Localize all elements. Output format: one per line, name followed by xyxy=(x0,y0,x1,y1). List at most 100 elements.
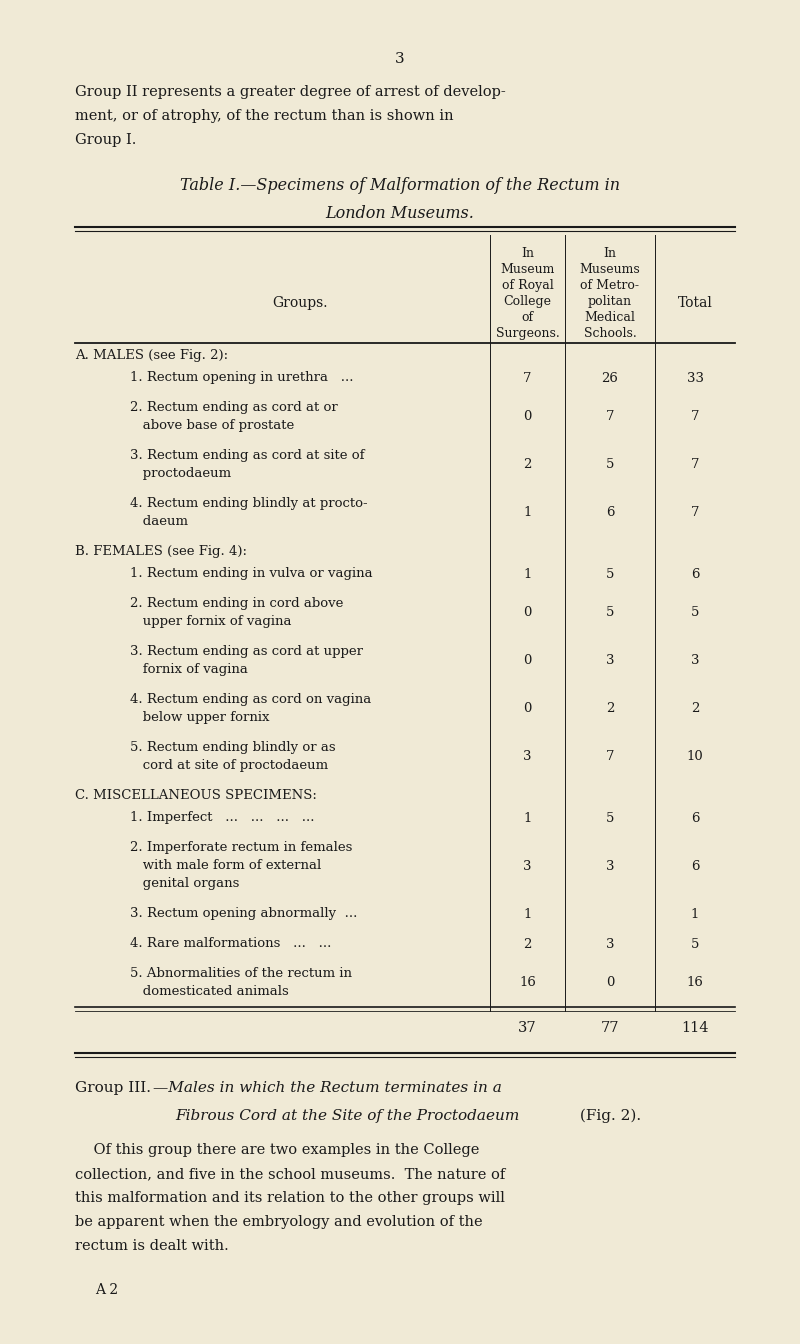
Text: 0: 0 xyxy=(606,977,614,989)
Text: 0: 0 xyxy=(523,703,532,715)
Text: 3: 3 xyxy=(523,750,532,763)
Text: genital organs: genital organs xyxy=(130,878,239,890)
Text: rectum is dealt with.: rectum is dealt with. xyxy=(75,1239,229,1253)
Text: 6: 6 xyxy=(690,812,699,824)
Text: politan: politan xyxy=(588,294,632,308)
Text: 1: 1 xyxy=(523,907,532,921)
Text: be apparent when the embryology and evolution of the: be apparent when the embryology and evol… xyxy=(75,1215,482,1228)
Text: 2: 2 xyxy=(523,938,532,950)
Text: of Royal: of Royal xyxy=(502,280,554,292)
Text: 4. Rare malformations   ...   ...: 4. Rare malformations ... ... xyxy=(130,937,331,950)
Text: 2: 2 xyxy=(606,703,614,715)
Text: Fibrous Cord at the Site of the Proctodaeum: Fibrous Cord at the Site of the Proctoda… xyxy=(175,1109,519,1124)
Text: 3: 3 xyxy=(523,860,532,872)
Text: 5: 5 xyxy=(606,812,614,824)
Text: 7: 7 xyxy=(690,507,699,520)
Text: 16: 16 xyxy=(519,977,536,989)
Text: 3: 3 xyxy=(606,938,614,950)
Text: 5: 5 xyxy=(606,458,614,472)
Text: 5: 5 xyxy=(691,938,699,950)
Text: 5. Rectum ending blindly or as: 5. Rectum ending blindly or as xyxy=(130,741,336,754)
Text: Surgeons.: Surgeons. xyxy=(496,327,559,340)
Text: 5: 5 xyxy=(606,606,614,620)
Text: daeum: daeum xyxy=(130,515,188,528)
Text: 3: 3 xyxy=(606,860,614,872)
Text: 37: 37 xyxy=(518,1021,537,1035)
Text: 7: 7 xyxy=(690,458,699,472)
Text: 2. Rectum ending as cord at or: 2. Rectum ending as cord at or xyxy=(130,401,338,414)
Text: 114: 114 xyxy=(682,1021,709,1035)
Text: below upper fornix: below upper fornix xyxy=(130,711,270,724)
Text: 33: 33 xyxy=(686,371,703,384)
Text: 77: 77 xyxy=(601,1021,619,1035)
Text: A. MALES (see Fig. 2):: A. MALES (see Fig. 2): xyxy=(75,349,228,362)
Text: proctodaeum: proctodaeum xyxy=(130,466,231,480)
Text: 3: 3 xyxy=(690,655,699,668)
Text: 4. Rectum ending blindly at procto-: 4. Rectum ending blindly at procto- xyxy=(130,497,368,509)
Text: In: In xyxy=(521,247,534,259)
Text: 7: 7 xyxy=(606,410,614,423)
Text: 1: 1 xyxy=(523,507,532,520)
Text: 1: 1 xyxy=(691,907,699,921)
Text: domesticated animals: domesticated animals xyxy=(130,985,289,999)
Text: 3. Rectum opening abnormally  ...: 3. Rectum opening abnormally ... xyxy=(130,907,358,921)
Text: 0: 0 xyxy=(523,655,532,668)
Text: 1. Rectum opening in urethra   ...: 1. Rectum opening in urethra ... xyxy=(130,371,354,384)
Text: 0: 0 xyxy=(523,606,532,620)
Text: 5. Abnormalities of the rectum in: 5. Abnormalities of the rectum in xyxy=(130,966,352,980)
Text: upper fornix of vagina: upper fornix of vagina xyxy=(130,616,291,628)
Text: 3. Rectum ending as cord at site of: 3. Rectum ending as cord at site of xyxy=(130,449,365,462)
Text: of Metro-: of Metro- xyxy=(581,280,639,292)
Text: with male form of external: with male form of external xyxy=(130,859,322,872)
Text: 2. Rectum ending in cord above: 2. Rectum ending in cord above xyxy=(130,597,343,610)
Text: 4. Rectum ending as cord on vagina: 4. Rectum ending as cord on vagina xyxy=(130,694,371,706)
Text: 10: 10 xyxy=(686,750,703,763)
Text: C. MISCELLANEOUS SPECIMENS:: C. MISCELLANEOUS SPECIMENS: xyxy=(75,789,317,802)
Text: 7: 7 xyxy=(606,750,614,763)
Text: Schools.: Schools. xyxy=(584,327,636,340)
Text: 2: 2 xyxy=(523,458,532,472)
Text: 1: 1 xyxy=(523,812,532,824)
Text: 0: 0 xyxy=(523,410,532,423)
Text: 16: 16 xyxy=(686,977,703,989)
Text: collection, and five in the school museums.  The nature of: collection, and five in the school museu… xyxy=(75,1167,506,1181)
Text: Group II represents a greater degree of arrest of develop-: Group II represents a greater degree of … xyxy=(75,85,506,99)
Text: 5: 5 xyxy=(691,606,699,620)
Text: 2: 2 xyxy=(691,703,699,715)
Text: A 2: A 2 xyxy=(95,1284,118,1297)
Text: Group I.: Group I. xyxy=(75,133,136,146)
Text: Museum: Museum xyxy=(500,263,554,276)
Text: 6: 6 xyxy=(606,507,614,520)
Text: 6: 6 xyxy=(690,860,699,872)
Text: fornix of vagina: fornix of vagina xyxy=(130,663,248,676)
Text: 5: 5 xyxy=(606,567,614,581)
Text: above base of prostate: above base of prostate xyxy=(130,419,294,431)
Text: Of this group there are two examples in the College: Of this group there are two examples in … xyxy=(75,1142,479,1157)
Text: Medical: Medical xyxy=(585,310,635,324)
Text: 3: 3 xyxy=(395,52,405,66)
Text: ment, or of atrophy, of the rectum than is shown in: ment, or of atrophy, of the rectum than … xyxy=(75,109,454,124)
Text: 7: 7 xyxy=(523,371,532,384)
Text: 3: 3 xyxy=(606,655,614,668)
Text: Museums: Museums xyxy=(580,263,640,276)
Text: 1. Imperfect   ...   ...   ...   ...: 1. Imperfect ... ... ... ... xyxy=(130,810,314,824)
Text: 2. Imperforate rectum in females: 2. Imperforate rectum in females xyxy=(130,841,352,853)
Text: (Fig. 2).: (Fig. 2). xyxy=(575,1109,641,1124)
Text: cord at site of proctodaeum: cord at site of proctodaeum xyxy=(130,759,328,771)
Text: College: College xyxy=(503,294,551,308)
Text: Group III.: Group III. xyxy=(75,1081,151,1095)
Text: 26: 26 xyxy=(602,371,618,384)
Text: —Males in which the Rectum terminates in a: —Males in which the Rectum terminates in… xyxy=(153,1081,502,1095)
Text: Total: Total xyxy=(678,296,713,310)
Text: 7: 7 xyxy=(690,410,699,423)
Text: 3. Rectum ending as cord at upper: 3. Rectum ending as cord at upper xyxy=(130,645,363,659)
Text: Table I.—Specimens of Malformation of the Rectum in: Table I.—Specimens of Malformation of th… xyxy=(180,177,620,194)
Text: of: of xyxy=(522,310,534,324)
Text: 1: 1 xyxy=(523,567,532,581)
Text: Groups.: Groups. xyxy=(272,296,328,310)
Text: this malformation and its relation to the other groups will: this malformation and its relation to th… xyxy=(75,1191,505,1206)
Text: 6: 6 xyxy=(690,567,699,581)
Text: 1. Rectum ending in vulva or vagina: 1. Rectum ending in vulva or vagina xyxy=(130,567,373,581)
Text: B. FEMALES (see Fig. 4):: B. FEMALES (see Fig. 4): xyxy=(75,546,247,558)
Text: In: In xyxy=(603,247,617,259)
